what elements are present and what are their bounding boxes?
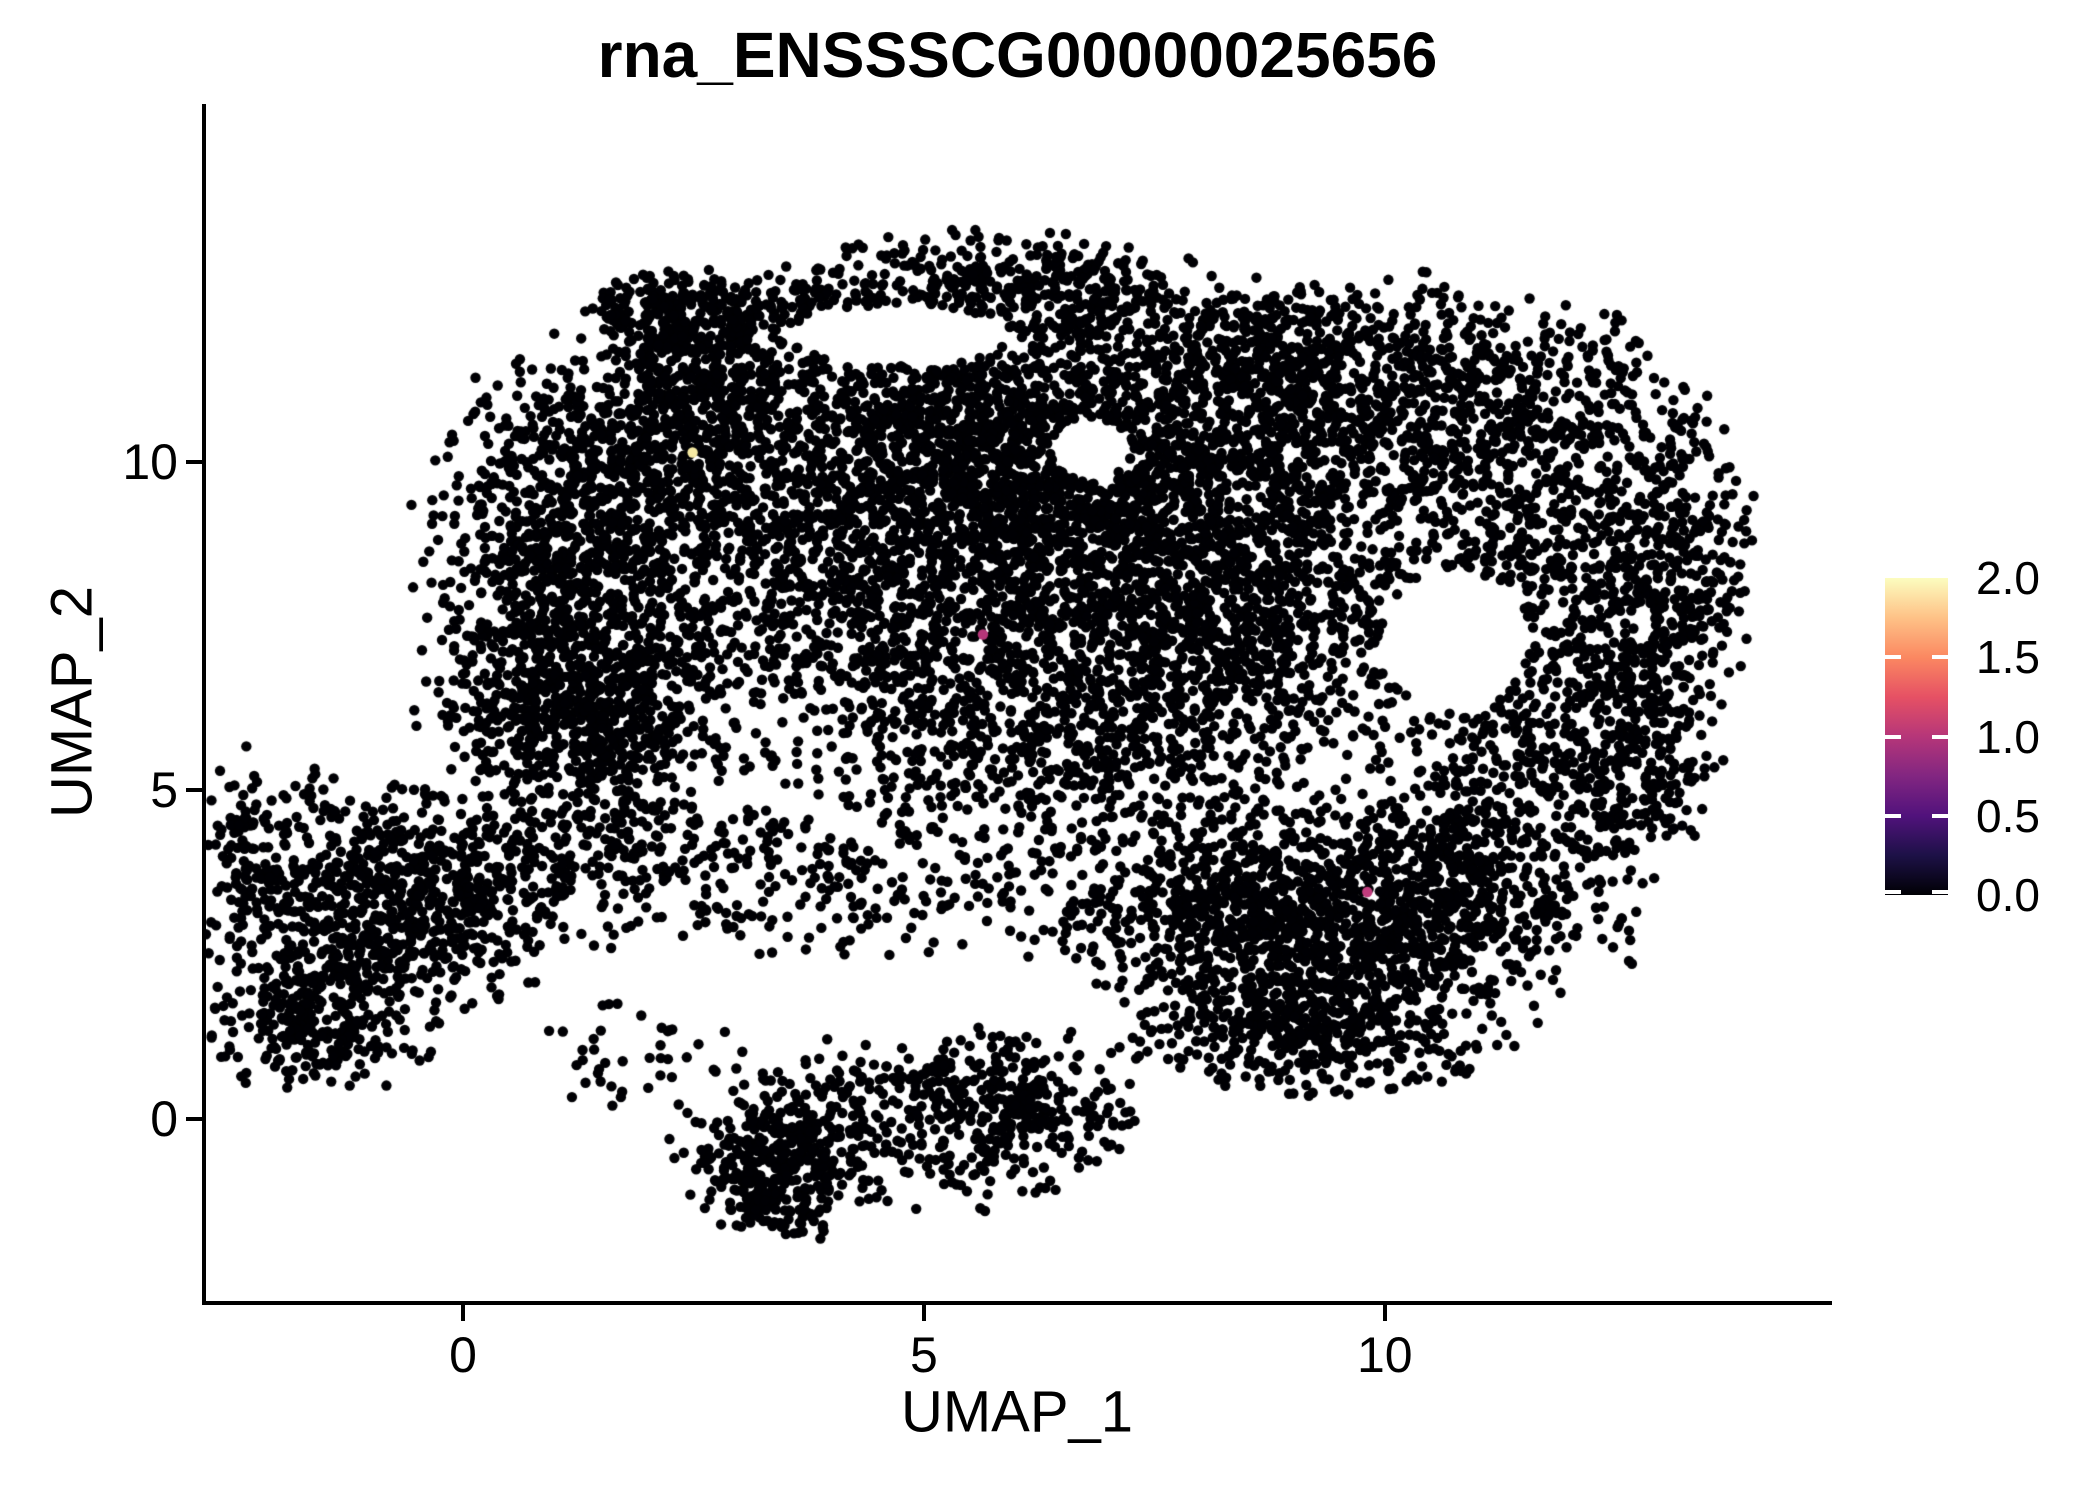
- colorbar-label: 1.0: [1976, 710, 2040, 763]
- x-axis-title: UMAP_1: [900, 1379, 1134, 1445]
- x-tick-mark: [1382, 1305, 1387, 1321]
- colorbar-label: 0.5: [1976, 789, 2040, 842]
- y-tick-label: 5: [150, 762, 178, 819]
- x-tick-mark: [461, 1305, 466, 1321]
- x-tick-label: 5: [910, 1327, 938, 1383]
- x-tick-mark: [921, 1305, 926, 1321]
- colorbar-label: 2.0: [1976, 552, 2040, 604]
- x-axis-line: [202, 1301, 1832, 1305]
- colorbar-label: 0.0: [1976, 869, 2040, 921]
- colorbar-tick-mark: [1885, 813, 1901, 818]
- y-axis-line: [202, 104, 206, 1305]
- y-tick-label: 0: [150, 1090, 178, 1147]
- colorbar-label: 1.5: [1976, 631, 2040, 684]
- y-tick-label: 10: [122, 433, 178, 490]
- colorbar-gradient: [1885, 578, 1948, 895]
- x-tick-label: 10: [1356, 1327, 1413, 1383]
- x-tick-label: 0: [449, 1327, 477, 1383]
- plot-title: rna_ENSSSCG00000025656: [597, 19, 1438, 91]
- y-tick-mark: [186, 459, 202, 464]
- y-tick-mark: [186, 788, 202, 793]
- colorbar-tick-mark: [1932, 655, 1948, 660]
- colorbar-tick-mark: [1932, 890, 1948, 894]
- umap-scatter-canvas: [205, 105, 1830, 1302]
- y-axis-title: UMAP_2: [39, 585, 105, 819]
- colorbar-tick-mark: [1932, 734, 1948, 739]
- colorbar-tick-mark: [1885, 655, 1901, 660]
- colorbar-tick-mark: [1932, 813, 1948, 818]
- y-tick-mark: [186, 1116, 202, 1121]
- colorbar-tick-mark: [1885, 890, 1901, 894]
- colorbar-tick-mark: [1885, 734, 1901, 739]
